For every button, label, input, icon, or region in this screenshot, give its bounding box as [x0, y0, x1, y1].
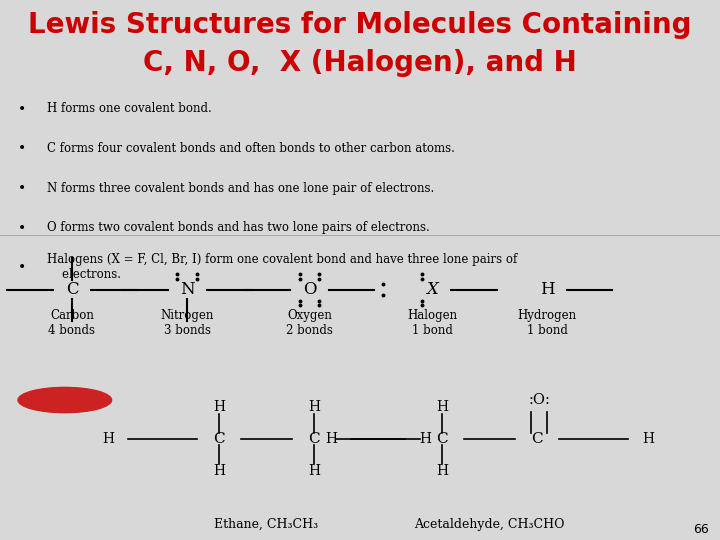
Text: •: • [17, 181, 26, 195]
Text: Hydrogen
1 bond: Hydrogen 1 bond [518, 309, 577, 337]
Text: •: • [17, 221, 26, 235]
Text: C, N, O,  X (Halogen), and H: C, N, O, X (Halogen), and H [143, 49, 577, 77]
Text: C: C [308, 432, 320, 446]
Text: H: H [213, 400, 225, 414]
Text: C forms four covalent bonds and often bonds to other carbon atoms.: C forms four covalent bonds and often bo… [47, 142, 454, 155]
Text: Lewis Structures for Molecules Containing: Lewis Structures for Molecules Containin… [28, 11, 692, 38]
Text: H: H [436, 464, 448, 478]
Text: N forms three covalent bonds and has one lone pair of electrons.: N forms three covalent bonds and has one… [47, 181, 434, 194]
Text: H: H [308, 464, 320, 478]
Text: •: • [17, 260, 26, 274]
Text: Halogen
1 bond: Halogen 1 bond [407, 309, 457, 337]
Text: O forms two covalent bonds and has two lone pairs of electrons.: O forms two covalent bonds and has two l… [47, 221, 430, 234]
Text: X: X [426, 281, 438, 298]
Text: :O:: :O: [528, 394, 550, 407]
Text: C: C [436, 432, 448, 446]
Text: Ethane, CH₃CH₃: Ethane, CH₃CH₃ [215, 518, 318, 531]
Text: H: H [308, 400, 320, 414]
Text: H: H [540, 281, 554, 298]
Circle shape [18, 387, 112, 413]
Text: H: H [419, 432, 431, 446]
Text: H: H [325, 432, 337, 446]
Text: C: C [213, 432, 225, 446]
Text: N: N [180, 281, 194, 298]
Text: Nitrogen
3 bonds: Nitrogen 3 bonds [161, 309, 214, 337]
Text: Oxygen
2 bonds: Oxygen 2 bonds [286, 309, 333, 337]
Text: H: H [213, 464, 225, 478]
Text: H: H [102, 432, 114, 446]
Text: Halogens (X = F, Cl, Br, I) form one covalent bond and have three lone pairs of
: Halogens (X = F, Cl, Br, I) form one cov… [47, 253, 517, 281]
Text: O: O [303, 281, 316, 298]
Text: H: H [642, 432, 654, 446]
Text: C: C [531, 432, 543, 446]
Text: •: • [17, 102, 26, 116]
Text: Acetaldehyde, CH₃CHO: Acetaldehyde, CH₃CHO [414, 518, 565, 531]
Text: H: H [436, 400, 448, 414]
Text: •: • [17, 141, 26, 156]
Text: 66: 66 [693, 523, 709, 536]
Text: Carbon
4 bonds: Carbon 4 bonds [48, 309, 96, 337]
Text: H forms one covalent bond.: H forms one covalent bond. [47, 102, 212, 116]
Text: C: C [66, 281, 78, 298]
